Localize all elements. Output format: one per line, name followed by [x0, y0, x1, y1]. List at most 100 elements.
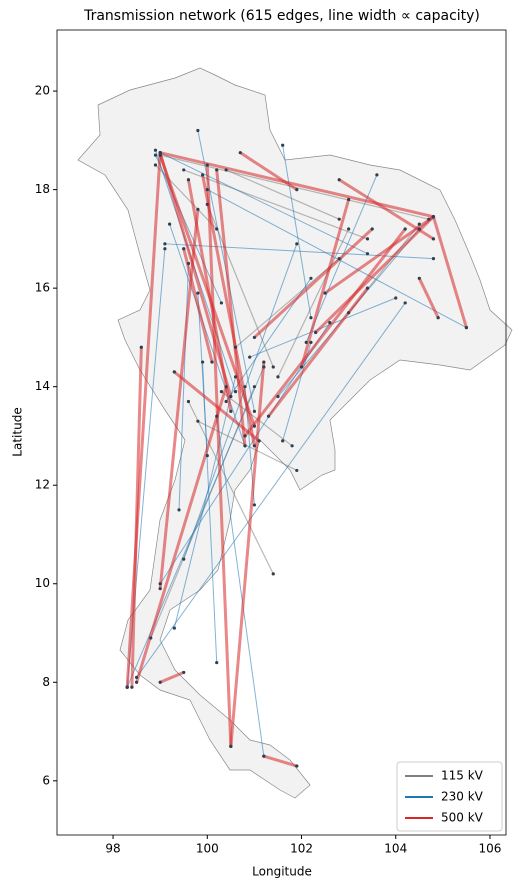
node — [196, 419, 200, 423]
node — [243, 385, 247, 389]
node — [252, 409, 257, 413]
node — [186, 178, 191, 182]
y-tick-label: 6 — [42, 773, 50, 787]
plot-frame — [56, 29, 507, 836]
legend-label: 230 kV — [441, 790, 484, 804]
node — [158, 582, 162, 586]
edge — [252, 227, 374, 339]
node — [182, 670, 186, 675]
node — [172, 370, 176, 374]
node — [229, 409, 233, 413]
edge — [183, 169, 369, 240]
node — [168, 222, 172, 226]
node — [403, 301, 407, 305]
y-tick-label: 12 — [35, 478, 50, 492]
node — [417, 276, 421, 280]
node — [233, 390, 238, 394]
edge — [229, 360, 266, 748]
x-tick-label: 102 — [290, 842, 313, 856]
node — [219, 301, 224, 305]
edge — [314, 215, 435, 334]
node — [276, 375, 280, 379]
x-tick-label: 100 — [196, 842, 219, 856]
node — [431, 256, 436, 261]
node — [252, 424, 257, 428]
edge — [216, 415, 265, 757]
edge — [158, 151, 435, 219]
node — [163, 247, 167, 251]
edge — [431, 215, 468, 330]
edge — [158, 670, 186, 684]
node — [281, 439, 285, 443]
node — [309, 276, 313, 280]
node — [347, 311, 351, 315]
edge — [158, 153, 256, 428]
node — [205, 188, 209, 192]
edge — [206, 189, 467, 329]
y-tick-label: 18 — [35, 182, 50, 196]
node — [262, 754, 266, 758]
node — [365, 286, 370, 290]
edge — [225, 169, 340, 220]
node — [375, 173, 379, 177]
edge — [136, 302, 406, 678]
chart-title: Transmission network (615 edges, line wi… — [83, 8, 480, 24]
edge — [159, 152, 368, 255]
node — [215, 660, 219, 665]
x-tick-label: 106 — [479, 842, 502, 856]
node — [304, 340, 308, 344]
y-axis-label: Latitude — [11, 407, 25, 456]
node — [205, 202, 209, 207]
node — [229, 394, 233, 399]
y-tick-label: 16 — [35, 281, 50, 295]
legend-box — [396, 761, 503, 832]
node — [243, 444, 247, 448]
node — [431, 215, 436, 219]
edge — [300, 197, 351, 369]
node — [295, 764, 299, 768]
node — [309, 340, 313, 344]
node — [290, 444, 294, 448]
node — [295, 242, 299, 246]
x-tick-label: 104 — [384, 842, 407, 856]
node — [262, 365, 266, 369]
node — [153, 163, 158, 167]
edge — [215, 168, 247, 448]
node — [158, 153, 162, 157]
node — [248, 355, 252, 359]
node — [436, 316, 440, 320]
node — [427, 217, 431, 221]
node — [370, 227, 374, 231]
node — [365, 237, 370, 241]
node — [224, 399, 228, 404]
y-tick-label: 14 — [35, 379, 50, 393]
legend-label: 500 kV — [441, 811, 484, 825]
node — [347, 197, 351, 202]
edge — [187, 400, 274, 575]
node — [196, 128, 200, 133]
node — [229, 744, 233, 748]
node — [200, 360, 205, 364]
node — [337, 178, 341, 182]
country-outline — [77, 67, 513, 799]
edge — [173, 376, 237, 629]
edge — [158, 207, 200, 591]
node — [153, 153, 158, 157]
node — [135, 675, 139, 679]
node — [417, 227, 421, 231]
node — [200, 173, 205, 177]
node — [266, 414, 271, 418]
node — [417, 222, 421, 226]
node — [158, 587, 162, 591]
legend-label: 115 kV — [441, 769, 484, 783]
node — [196, 291, 200, 295]
node — [158, 151, 162, 155]
edge — [323, 215, 435, 295]
edge — [267, 286, 369, 418]
node — [299, 365, 304, 369]
node — [215, 227, 219, 231]
node — [347, 227, 351, 231]
node — [233, 375, 238, 379]
node — [431, 237, 436, 241]
node — [177, 508, 181, 512]
